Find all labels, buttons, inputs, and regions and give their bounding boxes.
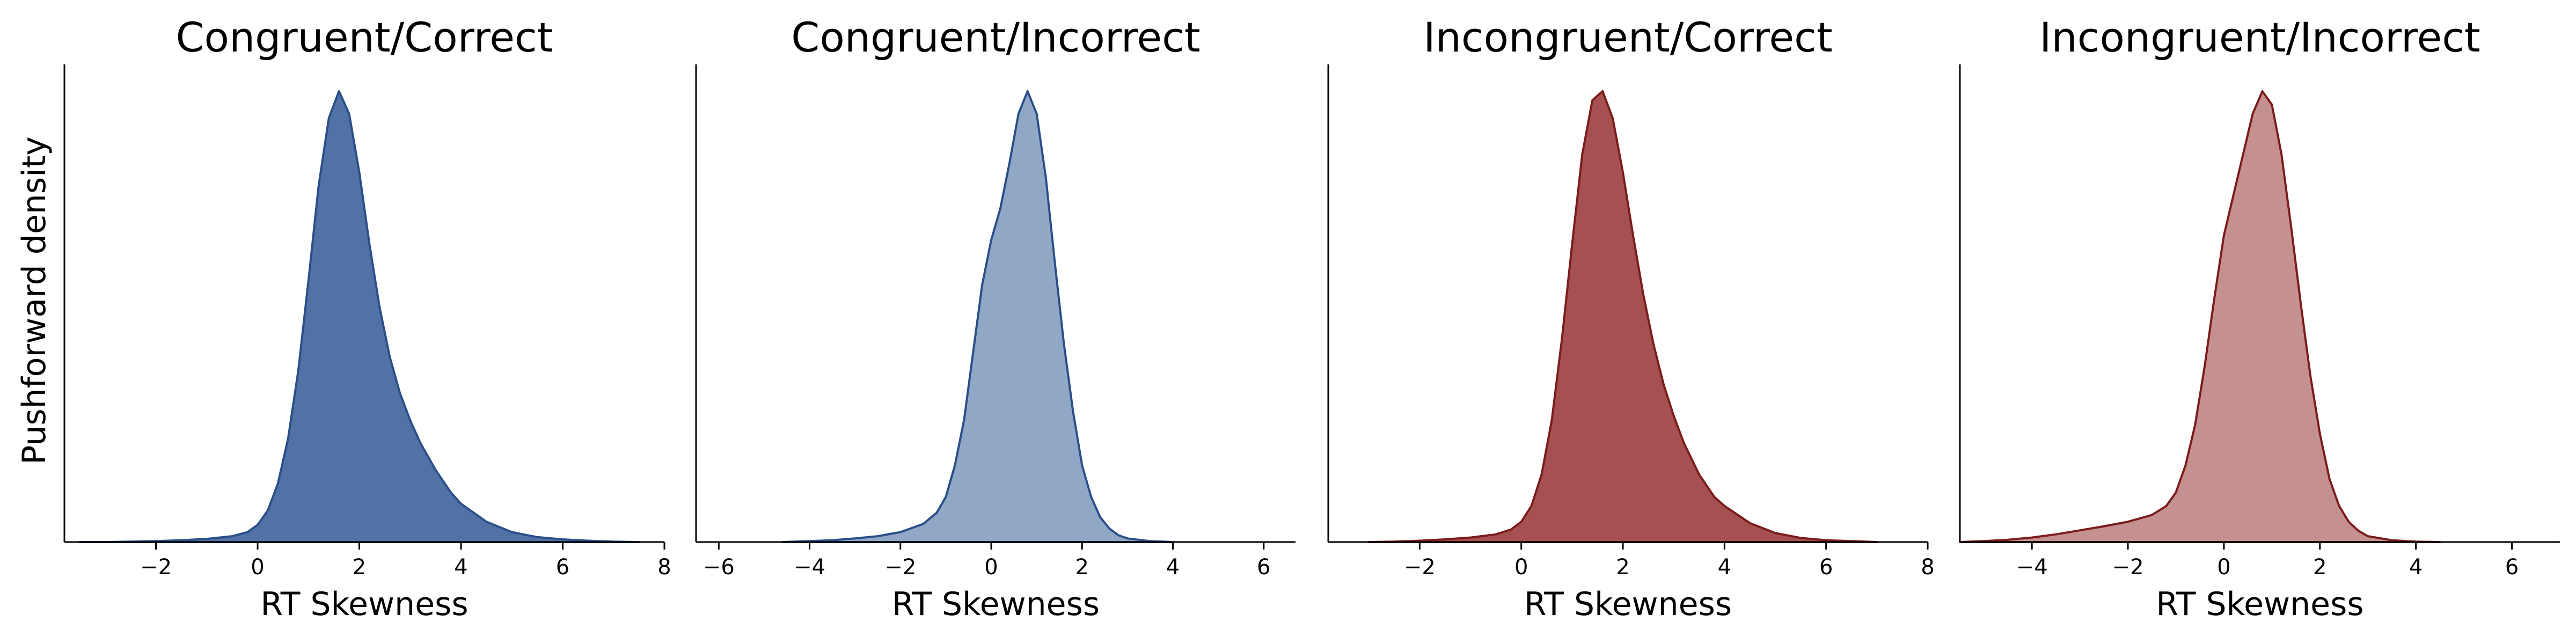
x-axis-label: RT Skewness — [2156, 586, 2363, 623]
x-tick-label: 4 — [454, 555, 467, 580]
x-tick-label: 2 — [1616, 555, 1629, 580]
x-tick-label: −2 — [140, 555, 172, 580]
x-tick-label: 6 — [1819, 555, 1833, 580]
density-area — [78, 90, 640, 543]
x-tick-label: −4 — [794, 555, 825, 580]
x-tick-label: −6 — [703, 555, 735, 580]
x-tick-label: 4 — [2409, 555, 2423, 580]
chart-panel: −6 −4 −2 0 2 4 6 Congruent/Incorrect RT Skewness — [695, 13, 1296, 623]
x-tick-label: 4 — [1166, 555, 1180, 580]
chart-title: Congruent/Incorrect — [791, 13, 1200, 61]
chart-title: Congruent/Correct — [175, 13, 553, 61]
x-axis-label: RT Skewness — [1524, 586, 1732, 623]
x-tick-label: 0 — [251, 555, 264, 580]
x-tick-label: 6 — [1257, 555, 1270, 580]
x-axis-label: RT Skewness — [892, 586, 1100, 623]
density-area — [1367, 90, 1878, 543]
x-tick-label: 4 — [1718, 555, 1731, 580]
x-tick-label: 0 — [1514, 555, 1528, 580]
x-tick-label: 6 — [2505, 555, 2519, 580]
x-tick-label: 8 — [657, 555, 671, 580]
x-tick-label: −4 — [2016, 555, 2048, 580]
chart-title: Incongruent/Correct — [1423, 13, 1832, 61]
x-tick-label: 6 — [556, 555, 569, 580]
x-tick-label: 2 — [2313, 555, 2326, 580]
x-tick-label: −2 — [1404, 555, 1436, 580]
chart-panel: −2 0 2 4 6 8 Congruent/Correct RT Skewness Pushf… — [16, 13, 671, 623]
density-area — [781, 90, 1174, 543]
density-area — [1959, 90, 2441, 543]
chart-title: Incongruent/Incorrect — [2039, 13, 2480, 61]
chart-panel: −2 0 2 4 6 8 Incongruent/Correct RT Skewness — [1327, 13, 1935, 623]
x-axis-label: RT Skewness — [260, 586, 468, 623]
x-tick-label: −2 — [2112, 555, 2144, 580]
chart-panel: −4 −2 0 2 4 6 Incongruent/Incorrect RT Skewness — [1959, 13, 2560, 623]
x-tick-label: 2 — [353, 555, 366, 580]
x-tick-label: 2 — [1075, 555, 1089, 580]
y-axis-label: Pushforward density — [16, 136, 53, 465]
x-tick-label: 8 — [1921, 555, 1934, 580]
x-tick-label: 0 — [984, 555, 998, 580]
x-tick-label: 0 — [2217, 555, 2230, 580]
x-tick-label: −2 — [884, 555, 916, 580]
